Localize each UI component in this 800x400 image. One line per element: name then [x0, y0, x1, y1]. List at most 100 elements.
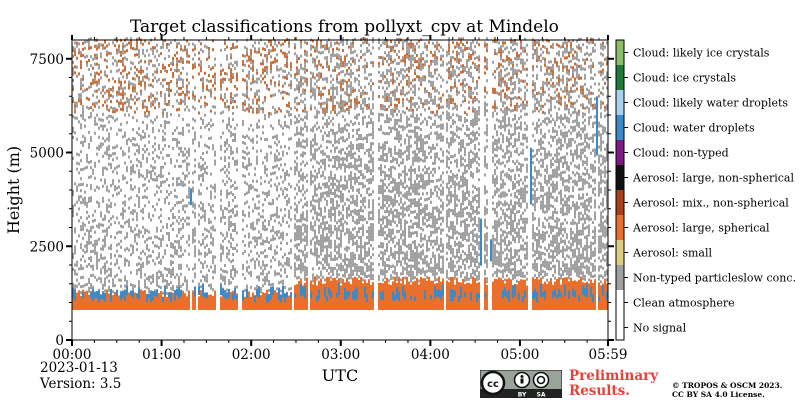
non-typed-cell: [382, 245, 384, 249]
non-typed-cell: [390, 175, 392, 179]
non-typed-cell: [194, 62, 196, 66]
non-typed-cell: [298, 225, 300, 229]
non-typed-cell: [192, 171, 194, 175]
non-typed-cell: [172, 146, 174, 150]
non-typed-cell: [298, 231, 300, 235]
non-typed-cell: [452, 194, 454, 198]
non-typed-cell: [274, 141, 276, 145]
non-typed-cell: [302, 133, 304, 137]
non-typed-cell: [392, 177, 394, 181]
non-typed-cell: [346, 221, 348, 225]
non-typed-cell: [348, 150, 350, 154]
non-typed-cell: [126, 283, 128, 287]
non-typed-cell: [414, 216, 416, 220]
non-typed-cell: [388, 222, 390, 226]
non-typed-cell: [146, 73, 148, 77]
non-typed-cell: [276, 53, 278, 57]
non-typed-cell: [258, 263, 260, 267]
non-typed-cell: [366, 241, 368, 245]
non-typed-cell: [370, 88, 372, 92]
non-typed-cell: [78, 93, 80, 97]
non-typed-cell: [214, 267, 216, 271]
non-typed-cell: [108, 138, 110, 142]
non-typed-cell: [414, 183, 416, 187]
non-typed-cell: [286, 256, 288, 260]
non-typed-cell: [350, 69, 352, 73]
non-typed-cell: [92, 168, 94, 172]
non-typed-cell: [424, 153, 426, 157]
non-typed-cell: [142, 261, 144, 265]
non-typed-cell: [394, 199, 396, 203]
non-typed-cell: [352, 272, 354, 276]
non-typed-cell: [420, 272, 422, 276]
non-typed-cell: [294, 133, 296, 137]
non-typed-cell: [230, 275, 232, 279]
non-typed-cell: [276, 44, 278, 48]
non-typed-cell: [282, 132, 284, 136]
non-typed-cell: [232, 111, 234, 115]
non-typed-cell: [404, 243, 406, 247]
non-typed-cell: [86, 153, 88, 157]
non-typed-cell: [394, 265, 396, 269]
non-typed-cell: [176, 201, 178, 205]
non-typed-cell: [364, 196, 366, 200]
non-typed-cell: [282, 192, 284, 196]
non-typed-cell: [80, 189, 82, 193]
non-typed-cell: [320, 90, 322, 94]
non-typed-cell: [182, 225, 184, 229]
non-typed-cell: [434, 101, 436, 105]
non-typed-cell: [80, 84, 82, 88]
non-typed-cell: [296, 69, 298, 73]
non-typed-cell: [364, 70, 366, 74]
non-typed-cell: [296, 234, 298, 238]
non-typed-cell: [80, 291, 82, 295]
non-typed-cell: [364, 184, 366, 188]
non-typed-cell: [288, 263, 290, 267]
non-typed-cell: [452, 227, 454, 231]
non-typed-cell: [356, 197, 358, 201]
non-typed-cell: [258, 206, 260, 210]
non-typed-cell: [390, 55, 392, 59]
non-typed-cell: [326, 260, 328, 264]
non-typed-cell: [302, 211, 304, 215]
non-typed-cell: [88, 43, 90, 47]
non-typed-cell: [414, 276, 416, 280]
non-typed-cell: [290, 185, 292, 189]
non-typed-cell: [150, 176, 152, 180]
non-typed-cell: [400, 182, 402, 186]
non-typed-cell: [156, 235, 158, 239]
non-typed-cell: [446, 269, 448, 273]
non-typed-cell: [324, 191, 326, 195]
non-typed-cell: [326, 41, 328, 45]
non-typed-cell: [400, 113, 402, 117]
non-typed-cell: [164, 69, 166, 73]
non-typed-cell: [98, 237, 100, 241]
non-typed-cell: [336, 131, 338, 135]
non-typed-cell: [348, 240, 350, 244]
non-typed-cell: [226, 99, 228, 103]
non-typed-cell: [418, 243, 420, 247]
non-typed-cell: [172, 242, 174, 246]
non-typed-cell: [144, 177, 146, 181]
non-typed-cell: [398, 187, 400, 191]
non-typed-cell: [94, 239, 96, 243]
non-typed-cell: [82, 107, 84, 111]
non-typed-cell: [392, 201, 394, 205]
non-typed-cell: [94, 209, 96, 213]
non-typed-cell: [390, 160, 392, 164]
non-typed-cell: [278, 221, 280, 225]
non-typed-cell: [254, 41, 256, 45]
non-typed-cell: [442, 135, 444, 139]
non-typed-cell: [400, 116, 402, 120]
non-typed-cell: [256, 194, 258, 198]
non-typed-cell: [102, 244, 104, 248]
non-typed-cell: [172, 254, 174, 258]
non-typed-cell: [392, 156, 394, 160]
non-typed-cell: [332, 117, 334, 121]
non-typed-cell: [304, 64, 306, 68]
non-typed-cell: [276, 197, 278, 201]
non-typed-cell: [338, 267, 340, 271]
non-typed-cell: [174, 248, 176, 252]
non-typed-cell: [84, 259, 86, 263]
non-typed-cell: [246, 266, 248, 270]
